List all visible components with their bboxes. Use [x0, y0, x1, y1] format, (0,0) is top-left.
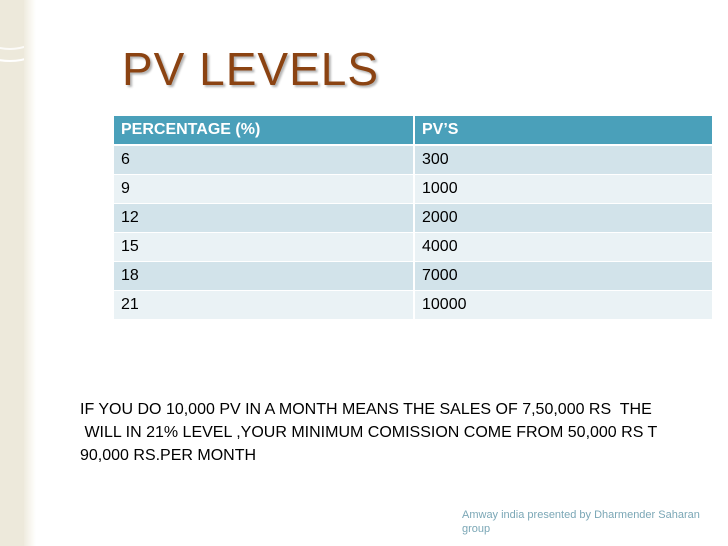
- body-line: WILL IN 21% LEVEL ,YOUR MINIMUM COMISSIO…: [80, 424, 658, 441]
- cell-pv: 7000: [414, 261, 712, 291]
- cell-percentage: 6: [114, 144, 415, 175]
- cell-pv: 300: [414, 144, 712, 175]
- cell-percentage: 9: [114, 174, 415, 204]
- slide-decoration-band: [0, 0, 72, 546]
- cell-percentage: 15: [114, 232, 415, 262]
- table-row: 6 300: [114, 144, 712, 175]
- table-row: 15 4000: [114, 232, 712, 262]
- slide-body-text: IF YOU DO 10,000 PV IN A MONTH MEANS THE…: [80, 398, 728, 467]
- header-percentage: PERCENTAGE (%): [114, 116, 415, 146]
- cell-pv: 4000: [414, 232, 712, 262]
- cell-pv: 2000: [414, 203, 712, 233]
- cell-pv: 1000: [414, 174, 712, 204]
- table-row: 9 1000: [114, 174, 712, 204]
- cell-percentage: 12: [114, 203, 415, 233]
- pv-levels-table: PERCENTAGE (%) PV’S 6 300 9 1000 12 2000…: [114, 116, 712, 319]
- slide-decoration-band-edge: [24, 0, 36, 546]
- table-row: 21 10000: [114, 290, 712, 319]
- cell-percentage: 18: [114, 261, 415, 291]
- header-pvs: PV’S: [414, 116, 712, 146]
- slide-title: PV LEVELS: [122, 43, 380, 95]
- body-line: 90,000 RS.PER MONTH: [80, 447, 257, 464]
- table-row: 18 7000: [114, 261, 712, 291]
- body-line: IF YOU DO 10,000 PV IN A MONTH MEANS THE…: [80, 401, 652, 418]
- cell-percentage: 21: [114, 290, 415, 319]
- slide-footer: Amway india presented by Dharmender Saha…: [462, 509, 700, 535]
- table-row: 12 2000: [114, 203, 712, 233]
- table-header-row: PERCENTAGE (%) PV’S: [114, 116, 712, 146]
- cell-pv: 10000: [414, 290, 712, 319]
